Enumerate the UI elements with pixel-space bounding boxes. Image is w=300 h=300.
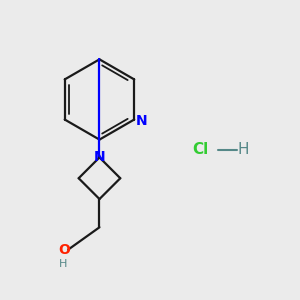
Text: H: H — [238, 142, 249, 158]
Text: O: O — [58, 243, 70, 256]
Text: N: N — [94, 150, 105, 164]
Text: N: N — [136, 114, 148, 128]
Text: Cl: Cl — [192, 142, 209, 158]
Text: H: H — [59, 259, 67, 269]
